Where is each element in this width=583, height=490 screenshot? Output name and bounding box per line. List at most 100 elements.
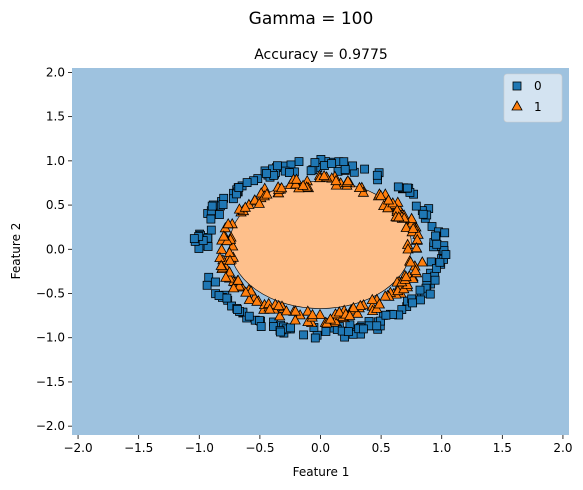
data-point-class-0 — [430, 275, 440, 285]
data-point-class-1 — [351, 307, 364, 318]
data-point-class-1 — [224, 254, 236, 265]
data-point-class-0 — [206, 225, 216, 235]
data-point-class-1 — [407, 222, 419, 233]
data-point-class-0 — [327, 159, 337, 169]
data-point-class-1 — [324, 313, 337, 324]
data-point-class-1 — [314, 308, 326, 320]
data-point-class-0 — [431, 231, 440, 241]
data-point-class-1 — [344, 309, 356, 320]
data-point-class-1 — [261, 188, 273, 199]
data-point-class-1 — [232, 274, 244, 285]
figure-suptitle: Gamma = 100 — [249, 9, 374, 29]
data-point-class-0 — [381, 310, 391, 320]
data-point-class-0 — [372, 170, 382, 180]
plot-area — [72, 68, 569, 435]
data-point-class-0 — [432, 239, 442, 249]
x-tick-label: −0.5 — [245, 441, 274, 455]
data-point-class-0 — [441, 250, 451, 260]
y-tick-label: 2.0 — [46, 65, 65, 79]
data-point-class-0 — [299, 330, 309, 340]
data-point-class-1 — [227, 240, 239, 251]
data-point-class-1 — [416, 256, 428, 267]
data-point-class-0 — [189, 234, 199, 244]
data-point-class-0 — [372, 321, 382, 331]
data-point-class-1 — [375, 189, 387, 201]
y-tick-label: 1.5 — [46, 110, 65, 124]
data-point-class-0 — [348, 161, 358, 171]
data-point-class-1 — [220, 271, 232, 282]
data-point-class-1 — [347, 301, 360, 313]
data-point-class-0 — [321, 327, 331, 336]
data-point-class-0 — [360, 164, 370, 174]
data-point-class-1 — [373, 298, 386, 309]
data-point-class-1 — [366, 293, 378, 305]
data-point-class-0 — [393, 182, 403, 192]
data-point-class-1 — [222, 217, 234, 229]
data-point-class-0 — [294, 157, 304, 167]
legend: 0 1 — [503, 73, 563, 123]
data-point-class-1 — [264, 303, 276, 314]
data-point-class-1 — [410, 241, 423, 253]
data-point-class-1 — [214, 251, 226, 263]
data-point-class-0 — [340, 165, 350, 174]
data-point-class-0 — [275, 327, 285, 337]
y-tick-label: −1.0 — [36, 331, 65, 345]
data-point-class-1 — [353, 181, 366, 193]
data-point-class-1 — [253, 197, 265, 208]
data-point-class-1 — [400, 270, 412, 282]
data-point-class-0 — [427, 222, 437, 231]
x-tick-label: −1.0 — [185, 441, 214, 455]
data-point-class-0 — [256, 322, 266, 332]
data-point-class-1 — [280, 305, 293, 316]
data-point-class-1 — [273, 299, 285, 311]
data-point-class-1 — [290, 173, 303, 184]
data-point-class-1 — [275, 181, 288, 193]
legend-box — [503, 73, 563, 123]
data-point-class-0 — [440, 228, 450, 238]
data-point-class-1 — [354, 299, 366, 311]
data-point-class-0 — [242, 178, 252, 188]
x-tick-label: 1.5 — [493, 441, 512, 455]
data-point-class-0 — [422, 273, 432, 283]
data-point-class-1 — [393, 211, 405, 222]
x-tick-label: 0.5 — [372, 441, 391, 455]
x-tick-label: −2.0 — [63, 441, 92, 455]
data-point-class-1 — [274, 310, 286, 321]
data-point-class-1 — [318, 169, 330, 181]
data-point-class-1 — [227, 282, 240, 293]
data-point-class-0 — [310, 333, 320, 343]
data-point-class-1 — [233, 280, 245, 291]
data-point-class-1 — [330, 174, 342, 186]
data-point-class-0 — [244, 311, 254, 321]
data-point-class-0 — [207, 201, 217, 211]
x-axis: −2.0 −1.5 −1.0 −0.5 0.0 0.5 1.0 1.5 2.0 — [63, 435, 572, 455]
data-point-class-0 — [262, 169, 271, 178]
data-point-class-0 — [411, 201, 421, 211]
x-axis-label: Feature 1 — [293, 465, 350, 479]
data-point-class-0 — [272, 161, 282, 171]
data-point-class-0 — [222, 293, 232, 303]
legend-marker-0 — [512, 81, 522, 91]
data-point-class-1 — [218, 230, 230, 241]
data-point-class-0 — [234, 183, 244, 193]
scatter-points — [189, 154, 451, 343]
data-point-class-0 — [206, 214, 216, 224]
data-point-class-1 — [379, 290, 391, 301]
x-tick-label: 2.0 — [553, 441, 572, 455]
data-point-class-0 — [358, 324, 368, 334]
data-point-class-0 — [339, 157, 349, 167]
data-point-class-0 — [343, 327, 353, 337]
data-point-class-0 — [211, 277, 220, 287]
data-point-class-1 — [251, 295, 263, 306]
data-point-class-0 — [269, 170, 279, 180]
data-point-class-0 — [306, 166, 316, 176]
data-point-class-0 — [218, 200, 228, 210]
data-point-class-0 — [403, 183, 412, 193]
data-point-class-0 — [418, 209, 428, 219]
data-point-class-1 — [409, 264, 422, 276]
data-point-class-1 — [240, 286, 252, 297]
x-tick-label: 1.0 — [432, 441, 451, 455]
data-point-class-0 — [284, 168, 294, 178]
y-tick-label: 1.0 — [46, 154, 65, 168]
